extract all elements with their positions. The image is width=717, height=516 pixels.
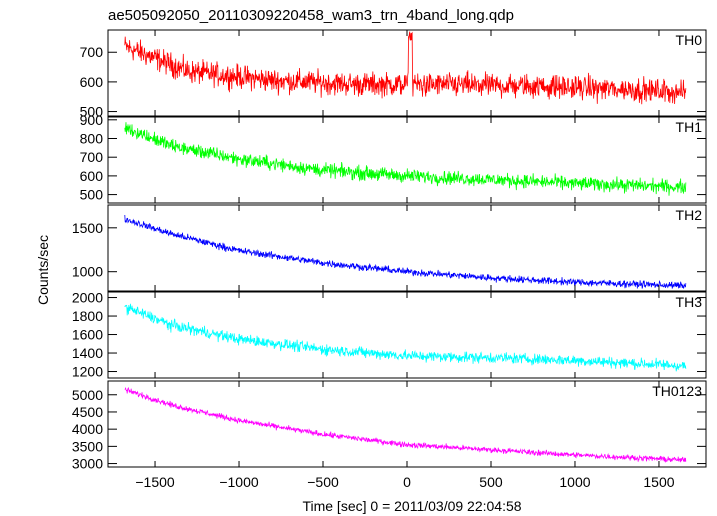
y-tick-label: 3500 xyxy=(72,438,103,454)
y-tick-label: 1000 xyxy=(72,264,103,280)
panel-frame xyxy=(107,204,707,292)
y-tick-label: 500 xyxy=(80,104,104,120)
series-line-th0123 xyxy=(124,387,687,463)
panel-th2: 1000 1500 TH2 xyxy=(72,204,707,292)
y-tick-label: 5000 xyxy=(72,387,103,403)
y-tick-label: 600 xyxy=(80,74,104,90)
y-tick-label: 1200 xyxy=(72,364,103,380)
y-tick-label: 2000 xyxy=(72,290,103,306)
panel-frame xyxy=(107,116,707,204)
y-tick-label: 4000 xyxy=(72,421,103,437)
panels: 500 600 700 TH0 500 600 700 800 900 TH1 1000 1500 TH… xyxy=(72,29,707,472)
x-tick-label: −1000 xyxy=(219,474,259,490)
y-axis-label: Counts/sec xyxy=(35,235,51,305)
panel-th3: 1200 1400 1600 1800 2000 TH3 xyxy=(72,290,707,380)
chart-title: ae505092050_20110309220458_wam3_trn_4ban… xyxy=(108,7,514,24)
y-tick-label: 1400 xyxy=(72,345,103,361)
panel-label-th0123: TH0123 xyxy=(652,383,702,399)
y-tick-label: 700 xyxy=(80,44,104,60)
panel-frame xyxy=(107,380,707,468)
y-tick-label: 1500 xyxy=(72,220,103,236)
y-tick-label: 3000 xyxy=(72,456,103,472)
panel-label-th2: TH2 xyxy=(676,207,703,223)
y-tick-label: 600 xyxy=(80,168,104,184)
x-tick-label: 500 xyxy=(479,474,503,490)
panel-th0: 500 600 700 TH0 xyxy=(80,29,707,120)
series-line-th1 xyxy=(124,122,687,196)
x-tick-label: 1500 xyxy=(643,474,674,490)
y-tick-label: 4500 xyxy=(72,404,103,420)
y-tick-label: 800 xyxy=(80,131,104,147)
y-tick-label: 1800 xyxy=(72,308,103,324)
series-line-th0 xyxy=(124,31,687,105)
panel-label-th1: TH1 xyxy=(676,119,703,135)
x-tick-label: −1500 xyxy=(135,474,175,490)
x-tick-label: 0 xyxy=(403,474,411,490)
panel-th1: 500 600 700 800 900 TH1 xyxy=(80,112,707,204)
series-line-th3 xyxy=(124,303,687,372)
panel-label-th3: TH3 xyxy=(676,294,703,310)
y-tick-label: 1600 xyxy=(72,327,103,343)
x-tick-label: 1000 xyxy=(559,474,590,490)
x-axis: −1500 −1000 −500 0 500 1000 1500 xyxy=(135,474,674,490)
y-tick-label: 700 xyxy=(80,149,104,165)
y-tick-label: 500 xyxy=(80,187,104,203)
series-line-th2 xyxy=(124,214,687,289)
y-tick-label: 900 xyxy=(80,112,104,128)
x-axis-label: Time [sec] 0 = 2011/03/09 22:04:58 xyxy=(302,498,521,514)
panel-label-th0: TH0 xyxy=(676,32,703,48)
x-tick-label: −500 xyxy=(307,474,339,490)
